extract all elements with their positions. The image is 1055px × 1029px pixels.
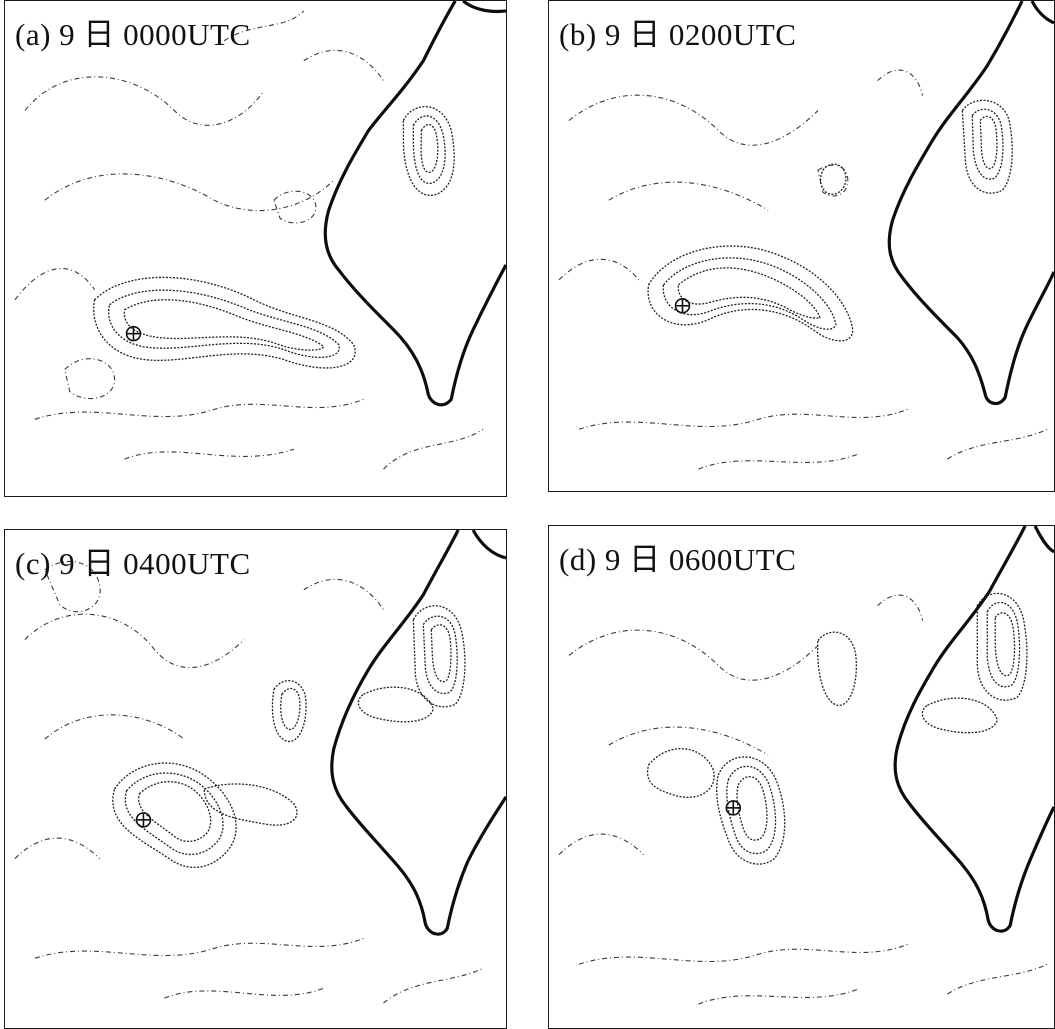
coastline-c xyxy=(330,530,506,936)
contours-a xyxy=(14,10,484,470)
map-panel-c: (c) 9 日 0400UTC xyxy=(4,529,507,1029)
typhoon-center-marker-d xyxy=(725,800,742,816)
contour-map-c xyxy=(14,530,506,1004)
coastline-a xyxy=(323,1,506,407)
panel-label-b: (b) 9 日 0200UTC xyxy=(559,17,797,52)
typhoon-center-marker-a xyxy=(125,325,142,342)
contours-d xyxy=(558,594,1048,1005)
typhoon-center-marker-c xyxy=(135,812,152,828)
coastline-b xyxy=(887,1,1054,406)
coastline-d xyxy=(893,526,1054,933)
map-panel-d: (d) 9 日 0600UTC xyxy=(548,525,1055,1029)
contour-map-b xyxy=(558,1,1054,470)
panel-label-d: (d) 9 日 0600UTC xyxy=(559,542,797,577)
contour-map-a xyxy=(14,1,506,470)
panel-label-a: (a) 9 日 0000UTC xyxy=(15,17,251,52)
panel-label-c: (c) 9 日 0400UTC xyxy=(15,546,251,581)
map-panel-a: (a) 9 日 0000UTC xyxy=(4,0,507,497)
contours-b xyxy=(558,69,1048,470)
dense-contours-c xyxy=(112,605,466,868)
dense-contours-a xyxy=(93,106,455,369)
dense-contours-d xyxy=(646,592,1028,865)
contours-c xyxy=(14,560,484,1004)
typhoon-center-marker-b xyxy=(674,297,691,314)
dense-contours-b xyxy=(647,99,1013,342)
contour-map-d xyxy=(558,526,1054,1005)
map-panel-b: (b) 9 日 0200UTC xyxy=(548,0,1055,492)
